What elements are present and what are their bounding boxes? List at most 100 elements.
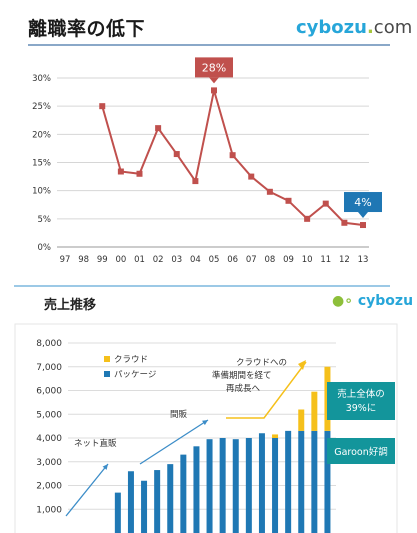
cybozu-logo: cybozu.com	[296, 17, 412, 38]
x-tick-label: 11	[320, 255, 331, 265]
y-tick-label: 3,000	[36, 458, 62, 468]
y-tick-label: 1,000	[36, 505, 62, 515]
bar-package	[154, 470, 161, 533]
trend-arrow-channel-head	[202, 420, 208, 426]
logo-dot: .	[366, 17, 374, 38]
data-point	[322, 200, 329, 207]
data-point	[248, 173, 255, 180]
x-tick-label: 97	[60, 255, 71, 265]
bar-package	[114, 492, 121, 533]
bar-cloud	[311, 391, 318, 431]
y-tick-label: 7,000	[36, 363, 62, 373]
data-point	[155, 125, 162, 132]
x-tick-label: 09	[283, 255, 294, 265]
trend-arrow-cloud	[226, 361, 307, 419]
value-callout-box	[195, 57, 233, 78]
bar-package	[285, 430, 292, 533]
trend-arrow-direct	[65, 463, 109, 517]
x-tick-label: 06	[227, 255, 238, 265]
x-tick-label: 13	[358, 255, 369, 265]
bar-package	[167, 464, 174, 533]
bar-package	[180, 454, 187, 533]
x-tick-label: 98	[78, 255, 89, 265]
y-tick-label: 5,000	[36, 410, 62, 420]
value-callout-label: 28%	[202, 61, 226, 74]
bar-package	[324, 430, 331, 533]
turnover-line-chart: 0% 5% 10% 15% 20% 25% 30% 97 98 99 00 01 02 03 04 05 06 0…	[32, 57, 382, 265]
annotation-indirect: 間販	[170, 409, 188, 420]
bar-package	[232, 439, 239, 533]
data-point	[192, 178, 199, 185]
x-tick-label: 04	[190, 255, 201, 265]
x-tick-label: 02	[153, 255, 164, 265]
x-tick-label: 05	[209, 255, 220, 265]
y-tick-label: 30%	[32, 74, 51, 84]
x-tick-label: 00	[115, 255, 126, 265]
cybozu-logo-small: ●∘ cybozu	[332, 293, 413, 309]
x-tick-label: 99	[97, 255, 108, 265]
data-point	[229, 152, 236, 159]
data-point	[360, 222, 366, 229]
y-tick-label: 25%	[32, 102, 51, 112]
title-underline	[28, 44, 390, 46]
data-point	[341, 219, 348, 226]
value-callout-box	[344, 192, 382, 213]
legend-swatch-cloud	[104, 356, 110, 362]
value-callout-pointer	[358, 212, 368, 219]
annotation-cloud-3: 再成長へ	[226, 383, 261, 394]
chart-panel	[14, 323, 398, 533]
data-point	[211, 87, 217, 94]
callout-total-line2: 39%に	[346, 403, 377, 414]
x-tick-label: 07	[246, 255, 257, 265]
y-tick-label: 5%	[38, 215, 52, 225]
callout-garoon-box	[327, 438, 395, 464]
bar-package	[141, 480, 148, 533]
annotation-net-direct: ネット直販	[74, 438, 117, 449]
bar-package	[245, 438, 252, 533]
data-point	[173, 151, 180, 158]
data-point	[117, 168, 124, 175]
section-divider	[14, 285, 390, 287]
x-tick-label: 08	[264, 255, 275, 265]
legend-label-package: パッケージ	[114, 370, 156, 380]
value-callout-label: 4%	[354, 196, 371, 209]
bar-package	[193, 446, 200, 533]
legend-swatch-package	[104, 371, 110, 377]
bar-package	[258, 433, 265, 533]
data-point	[99, 103, 106, 110]
y-tick-label: 10%	[32, 187, 51, 197]
callout-total-box	[327, 382, 395, 420]
bar-cloud	[298, 409, 305, 431]
x-tick-label: 10	[302, 255, 313, 265]
data-point	[136, 170, 143, 177]
page-title: 離職率の低下	[28, 18, 146, 40]
y-tick-label: 2,000	[36, 482, 62, 492]
logo-tld: com	[373, 17, 413, 38]
logo-main: cybozu	[296, 17, 367, 38]
annotation-cloud-2: 準備期間を経て	[212, 370, 272, 381]
cybozu-mark-icon: ●∘	[332, 293, 353, 309]
y-tick-label: 0%	[38, 243, 52, 253]
x-tick-label: 03	[171, 255, 182, 265]
x-tick-label: 01	[134, 255, 145, 265]
callout-total-line1: 売上全体の	[337, 388, 385, 400]
value-callout-pointer	[209, 77, 219, 84]
section-title: 売上推移	[44, 298, 97, 313]
bar-package	[219, 438, 226, 533]
callout-garoon-label: Garoon好調	[334, 446, 388, 458]
legend-label-cloud: クラウド	[114, 355, 148, 365]
bar-package	[272, 438, 279, 533]
bar-package	[206, 439, 213, 533]
bar-package	[311, 430, 318, 533]
logo-small-text: cybozu	[357, 293, 414, 309]
y-tick-label: 20%	[32, 130, 51, 140]
y-tick-label: 8,000	[36, 339, 62, 349]
bar-package	[298, 430, 305, 533]
bar-package	[127, 471, 134, 533]
trend-arrow-channel	[139, 419, 209, 465]
bar-cloud	[272, 434, 279, 438]
sales-bar-chart: 1,000 2,000 3,000 4,000 5,000 6,000 7,000 8,000…	[14, 323, 398, 533]
y-tick-label: 15%	[32, 159, 51, 169]
data-point	[266, 188, 273, 195]
y-tick-label: 4,000	[36, 434, 62, 444]
